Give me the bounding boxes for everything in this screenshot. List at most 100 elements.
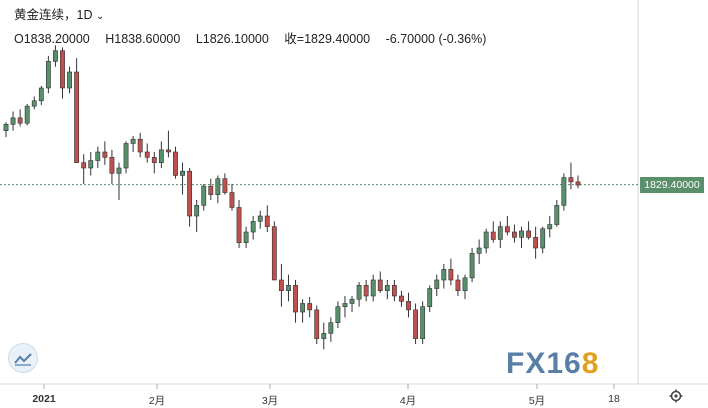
candle-up[interactable] bbox=[158, 149, 164, 163]
candle-up[interactable] bbox=[257, 215, 263, 222]
candle-down[interactable] bbox=[222, 178, 228, 193]
candle-up[interactable] bbox=[53, 50, 58, 62]
candle-up[interactable] bbox=[462, 277, 468, 291]
candle-down[interactable] bbox=[377, 279, 383, 291]
candle-up[interactable] bbox=[356, 285, 362, 300]
candle-down[interactable] bbox=[278, 279, 284, 291]
candle-up[interactable] bbox=[45, 61, 51, 89]
candle-up[interactable] bbox=[10, 117, 16, 125]
symbol-title[interactable]: 黄金连续，1D bbox=[14, 8, 93, 22]
candle-down[interactable] bbox=[151, 157, 157, 163]
candle-down[interactable] bbox=[17, 117, 23, 124]
candle-down[interactable] bbox=[208, 185, 214, 195]
candle-up[interactable] bbox=[300, 303, 306, 313]
candle-down[interactable] bbox=[490, 231, 496, 240]
candle-up[interactable] bbox=[519, 230, 524, 238]
candle-down[interactable] bbox=[264, 215, 270, 227]
candle-down[interactable] bbox=[504, 226, 510, 233]
x-tick-label: 4月 bbox=[399, 395, 417, 407]
candle-down[interactable] bbox=[236, 207, 242, 243]
candle-up[interactable] bbox=[554, 205, 560, 225]
candle-down[interactable] bbox=[187, 170, 193, 217]
candle-down[interactable] bbox=[102, 151, 108, 158]
ohlc-high: H1838.60000 bbox=[105, 32, 181, 46]
candle-down[interactable] bbox=[526, 230, 531, 238]
candle-up[interactable] bbox=[88, 160, 94, 169]
candle-up[interactable] bbox=[38, 87, 44, 102]
candle-up[interactable] bbox=[370, 279, 376, 297]
candle-up[interactable] bbox=[328, 322, 334, 334]
candle-up[interactable] bbox=[335, 306, 341, 323]
chevron-down-icon[interactable]: ⌄ bbox=[95, 11, 105, 22]
candle-down[interactable] bbox=[109, 157, 115, 174]
candle-down[interactable] bbox=[74, 71, 80, 163]
candle-up[interactable] bbox=[547, 224, 553, 230]
candle-up[interactable] bbox=[321, 333, 327, 339]
ohlc-row: O1838.20000 H1838.60000 L1826.10000 收=18… bbox=[14, 28, 498, 47]
candle-down[interactable] bbox=[137, 138, 143, 153]
candle-up[interactable] bbox=[420, 306, 426, 339]
candle-down[interactable] bbox=[307, 303, 313, 311]
candle-down[interactable] bbox=[271, 226, 277, 281]
fx168-logo: FX168 bbox=[506, 347, 600, 380]
candles-group bbox=[3, 45, 581, 350]
candle-down[interactable] bbox=[455, 279, 461, 291]
candle-up[interactable] bbox=[116, 167, 122, 174]
candle-down[interactable] bbox=[229, 192, 235, 208]
candle-up[interactable] bbox=[180, 170, 185, 176]
x-tick-label: 3月 bbox=[261, 395, 279, 407]
candle-up[interactable] bbox=[123, 143, 129, 169]
candle-up[interactable] bbox=[483, 231, 489, 249]
candle-down[interactable] bbox=[173, 151, 178, 176]
candle-down[interactable] bbox=[144, 151, 150, 158]
candle-down[interactable] bbox=[575, 181, 581, 186]
candle-down[interactable] bbox=[363, 285, 369, 297]
ohlc-open: O1838.20000 bbox=[14, 32, 90, 46]
candle-up[interactable] bbox=[286, 285, 291, 291]
candle-up[interactable] bbox=[469, 253, 475, 279]
candle-up[interactable] bbox=[476, 247, 482, 254]
candle-up[interactable] bbox=[67, 71, 72, 89]
candle-down[interactable] bbox=[391, 285, 397, 297]
candle-down[interactable] bbox=[166, 149, 171, 153]
candle-down[interactable] bbox=[413, 309, 418, 339]
candle-up[interactable] bbox=[384, 285, 390, 291]
candle-up[interactable] bbox=[497, 226, 503, 240]
candle-down[interactable] bbox=[81, 162, 87, 169]
candle-down[interactable] bbox=[399, 295, 404, 302]
ohlc-close: 收=1829.40000 bbox=[284, 32, 371, 46]
candle-down[interactable] bbox=[314, 309, 320, 339]
x-tick-label: 18 bbox=[608, 393, 620, 405]
cloud-chart-icon[interactable] bbox=[8, 343, 38, 373]
candle-up[interactable] bbox=[3, 123, 9, 131]
candle-up[interactable] bbox=[434, 279, 440, 289]
candle-down[interactable] bbox=[533, 237, 539, 249]
x-tick-label: 2021 bbox=[32, 393, 56, 405]
candle-down[interactable] bbox=[512, 231, 517, 238]
candle-up[interactable] bbox=[243, 231, 249, 243]
candle-up[interactable] bbox=[561, 177, 567, 206]
candle-up[interactable] bbox=[540, 228, 546, 249]
candle-up[interactable] bbox=[342, 303, 348, 307]
candle-up[interactable] bbox=[31, 100, 37, 107]
candle-up[interactable] bbox=[441, 269, 447, 281]
candle-down[interactable] bbox=[406, 301, 411, 311]
candle-up[interactable] bbox=[427, 288, 433, 307]
candle-down[interactable] bbox=[60, 50, 65, 89]
candle-up[interactable] bbox=[349, 298, 355, 304]
x-tick-label: 2月 bbox=[148, 395, 166, 407]
candle-up[interactable] bbox=[250, 221, 256, 233]
gear-icon[interactable] bbox=[669, 389, 683, 403]
candle-up[interactable] bbox=[194, 205, 200, 217]
ohlc-low: L1826.10000 bbox=[195, 32, 269, 46]
candle-up[interactable] bbox=[24, 105, 30, 124]
candle-down[interactable] bbox=[568, 177, 574, 183]
candle-down[interactable] bbox=[293, 285, 298, 313]
candle-up[interactable] bbox=[95, 151, 101, 161]
candle-up[interactable] bbox=[215, 178, 221, 195]
candle-up[interactable] bbox=[130, 138, 136, 144]
last-price-tag: 1829.40000 bbox=[640, 176, 704, 193]
candle-down[interactable] bbox=[448, 269, 454, 281]
candle-up[interactable] bbox=[201, 185, 207, 206]
